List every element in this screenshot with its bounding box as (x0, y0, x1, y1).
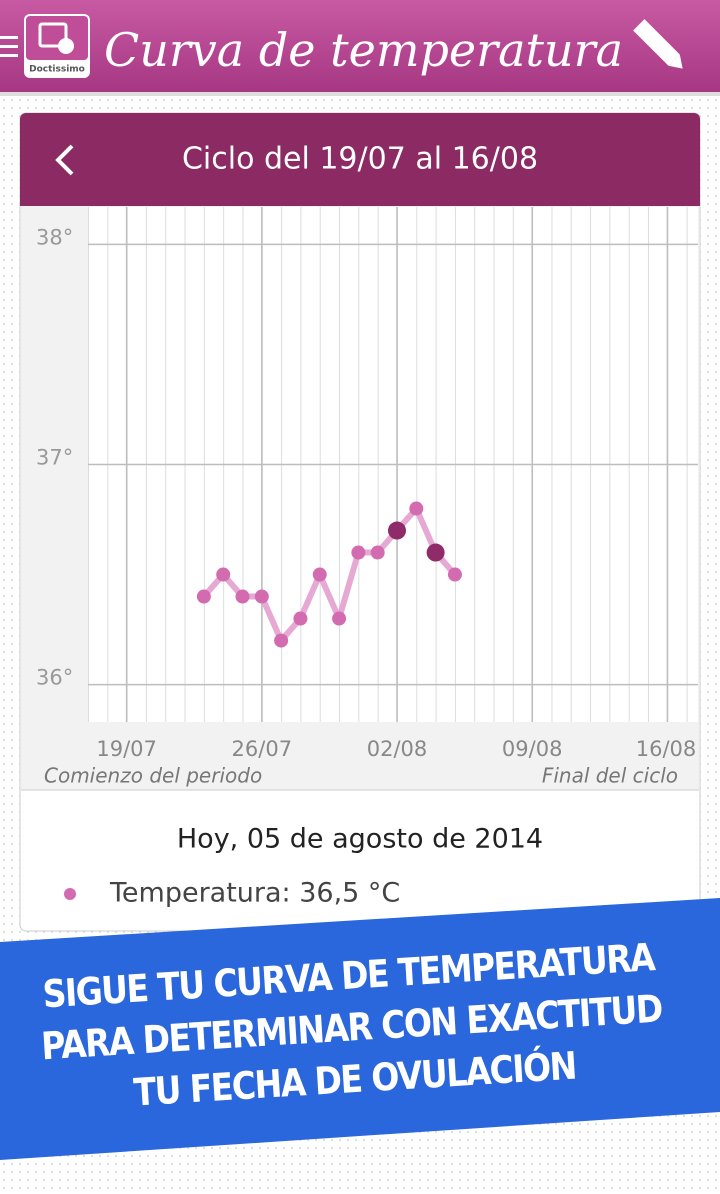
point (254, 589, 269, 604)
end-label: Final del ciclo (542, 764, 678, 788)
highlighted-point (426, 543, 445, 562)
card-title: Ciclo del 19/07 al 16/08 (182, 142, 538, 177)
y-tick-label: 37° (36, 446, 73, 470)
logo-calendar (38, 22, 68, 48)
legend-dot (64, 888, 76, 900)
highlighted-point (388, 521, 406, 540)
banner (0, 898, 720, 1160)
x-tick-label: 09/08 (502, 737, 563, 761)
point (216, 567, 231, 582)
edit-icon[interactable] (633, 19, 688, 74)
point (370, 545, 385, 560)
temperature-reading: Temperatura: 36,5 °C (109, 878, 400, 909)
point (332, 611, 347, 626)
logo-text: Doctissimo (29, 65, 85, 75)
point (447, 567, 462, 582)
point (351, 545, 366, 560)
app-bar (0, 0, 720, 92)
x-tick-label: 02/08 (367, 737, 428, 761)
y-tick-label: 38° (36, 225, 73, 249)
app-bar-shadow (0, 92, 720, 96)
point (274, 633, 289, 648)
x-tick-label: 26/07 (232, 737, 293, 761)
back-button[interactable] (55, 144, 74, 176)
x-tick-label: 19/07 (96, 737, 157, 761)
app-title: Curva de temperatura (104, 23, 623, 77)
point (312, 567, 327, 582)
point (235, 589, 250, 604)
x-tick-label: 16/08 (636, 737, 697, 761)
point (409, 501, 424, 516)
menu-icon[interactable] (0, 36, 18, 57)
today-label: Hoy, 05 de agosto de 2014 (177, 824, 543, 855)
card-header (20, 113, 700, 206)
point (196, 589, 211, 604)
point (293, 611, 308, 626)
y-tick-label: 36° (36, 666, 73, 690)
logo-check (58, 38, 74, 54)
start-label: Comienzo del periodo (44, 764, 262, 788)
